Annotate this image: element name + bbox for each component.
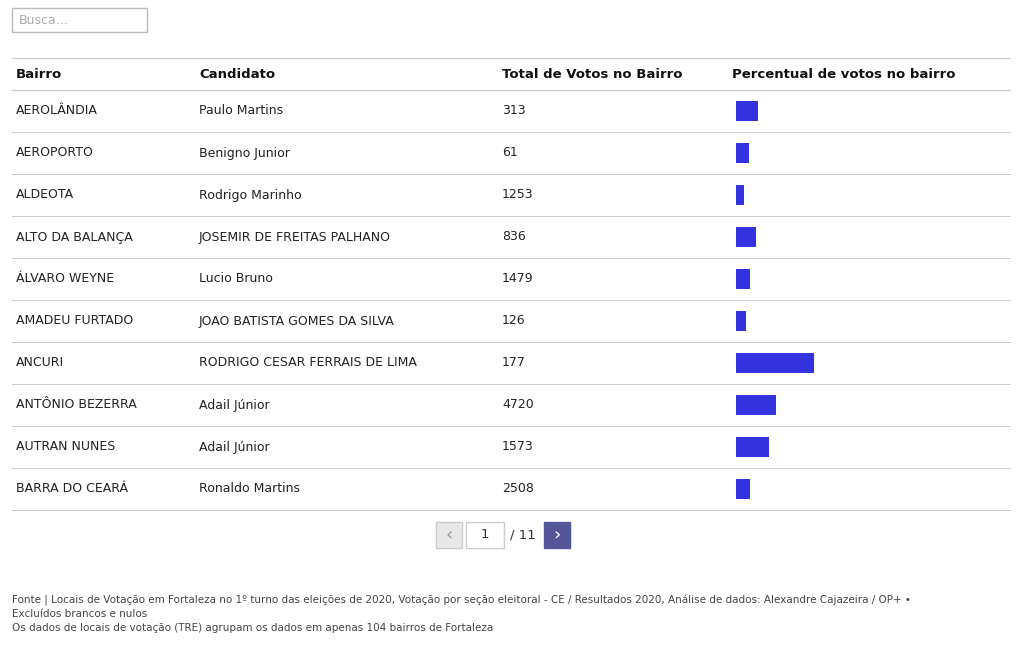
Text: Candidato: Candidato — [199, 67, 275, 80]
Text: AEROLÂNDIA: AEROLÂNDIA — [16, 105, 98, 117]
Bar — [736, 143, 748, 163]
Text: 1253: 1253 — [501, 188, 533, 202]
Bar — [736, 353, 813, 373]
Text: BARRA DO CEARÁ: BARRA DO CEARÁ — [16, 482, 127, 496]
Text: 61: 61 — [501, 146, 518, 159]
Text: Percentual de votos no bairro: Percentual de votos no bairro — [732, 67, 955, 80]
FancyBboxPatch shape — [466, 522, 503, 548]
Text: 1573: 1573 — [501, 440, 533, 453]
Text: 1479: 1479 — [501, 273, 533, 285]
Text: Rodrigo Marinho: Rodrigo Marinho — [199, 188, 302, 202]
Text: ANTÔNIO BEZERRA: ANTÔNIO BEZERRA — [16, 399, 137, 411]
Text: ANCURI: ANCURI — [16, 357, 64, 370]
Text: Benigno Junior: Benigno Junior — [199, 146, 289, 159]
Bar — [736, 269, 749, 289]
Text: 2508: 2508 — [501, 482, 533, 496]
Bar — [736, 437, 768, 457]
Bar — [736, 227, 755, 247]
Bar — [736, 101, 757, 121]
Text: 177: 177 — [501, 357, 526, 370]
Text: Adail Júnior: Adail Júnior — [199, 399, 269, 411]
Text: 313: 313 — [501, 105, 525, 117]
Text: Adail Júnior: Adail Júnior — [199, 440, 269, 453]
Text: Excluídos brancos e nulos: Excluídos brancos e nulos — [12, 609, 147, 619]
Text: AUTRAN NUNES: AUTRAN NUNES — [16, 440, 115, 453]
Bar — [736, 185, 743, 205]
Text: ALTO DA BALANÇA: ALTO DA BALANÇA — [16, 231, 132, 243]
Text: JOSEMIR DE FREITAS PALHANO: JOSEMIR DE FREITAS PALHANO — [199, 231, 390, 243]
Text: ÁLVARO WEYNE: ÁLVARO WEYNE — [16, 273, 114, 285]
Text: Os dados de locais de votação (TRE) agrupam os dados em apenas 104 bairros de Fo: Os dados de locais de votação (TRE) agru… — [12, 623, 493, 633]
Bar — [736, 395, 775, 415]
Bar — [736, 479, 749, 499]
Bar — [736, 311, 745, 331]
Text: Total de Votos no Bairro: Total de Votos no Bairro — [501, 67, 682, 80]
Text: JOAO BATISTA GOMES DA SILVA: JOAO BATISTA GOMES DA SILVA — [199, 314, 394, 328]
Text: ›: › — [553, 526, 560, 544]
Text: 836: 836 — [501, 231, 525, 243]
Text: ‹: ‹ — [445, 526, 452, 544]
Text: Bairro: Bairro — [16, 67, 62, 80]
Text: Fonte | Locais de Votação em Fortaleza no 1º turno das eleições de 2020, Votação: Fonte | Locais de Votação em Fortaleza n… — [12, 595, 910, 606]
Text: ALDEOTA: ALDEOTA — [16, 188, 74, 202]
FancyBboxPatch shape — [12, 8, 147, 32]
FancyBboxPatch shape — [543, 522, 570, 548]
Text: Busca...: Busca... — [19, 13, 68, 26]
Text: 1: 1 — [480, 529, 489, 542]
Text: 4720: 4720 — [501, 399, 533, 411]
Text: Ronaldo Martins: Ronaldo Martins — [199, 482, 300, 496]
Text: AEROPORTO: AEROPORTO — [16, 146, 94, 159]
Text: RODRIGO CESAR FERRAIS DE LIMA: RODRIGO CESAR FERRAIS DE LIMA — [199, 357, 417, 370]
Text: 126: 126 — [501, 314, 525, 328]
Text: AMADEU FURTADO: AMADEU FURTADO — [16, 314, 133, 328]
Text: Lucio Bruno: Lucio Bruno — [199, 273, 273, 285]
Text: / 11: / 11 — [510, 529, 535, 542]
FancyBboxPatch shape — [435, 522, 462, 548]
Text: Paulo Martins: Paulo Martins — [199, 105, 283, 117]
